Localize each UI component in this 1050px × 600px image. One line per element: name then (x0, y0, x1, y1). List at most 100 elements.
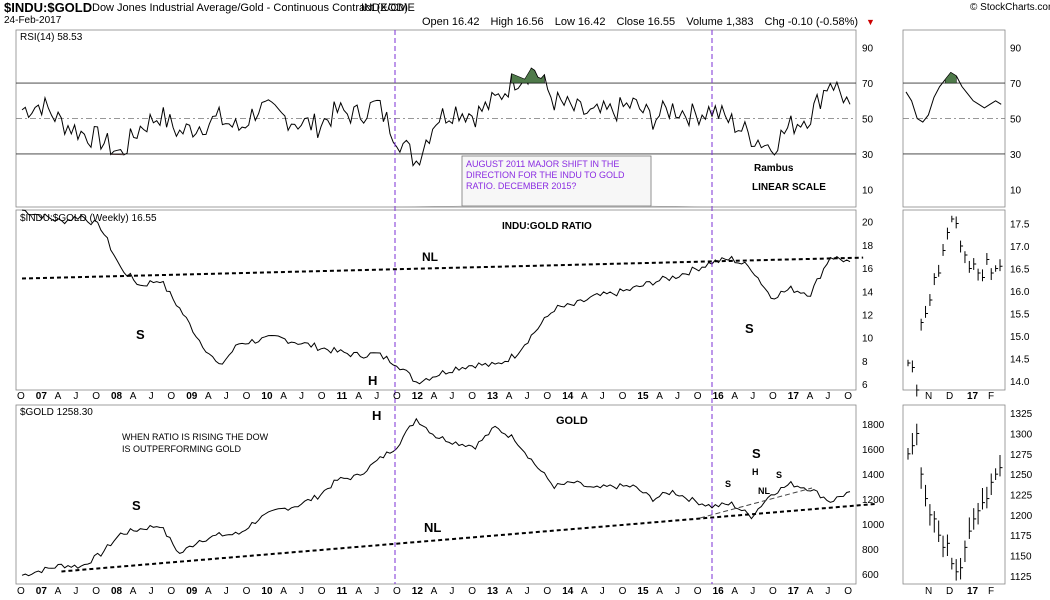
gold-mini-nl: NL (758, 486, 770, 496)
gold-neckline (61, 502, 877, 573)
ratio-nl-label: NL (422, 250, 438, 264)
inset-x-label-row1: F (988, 586, 994, 597)
x-label-row0: J (600, 391, 605, 402)
x-label-row1: J (750, 586, 755, 597)
x-label-row0: J (224, 391, 229, 402)
x-label-row0: A (731, 391, 738, 402)
inset-rsi-ytick: 10 (1010, 185, 1022, 196)
x-label-row0: O (167, 391, 175, 402)
x-label-row0: J (825, 391, 830, 402)
inset-ratio-ytick-tick: 17.5 (1010, 220, 1030, 231)
x-label-row0: J (675, 391, 680, 402)
ratio-ytick-tick: 18 (862, 241, 874, 252)
x-label-row0: 11 (337, 391, 348, 402)
chg-label: Chg (764, 16, 785, 28)
gold-ytick-tick: 1200 (862, 495, 885, 506)
inset-frame-2 (902, 404, 1006, 585)
gold-label: $GOLD 1258.30 (20, 407, 93, 418)
x-label-row0: A (807, 391, 814, 402)
gold-ytick-tick: 1400 (862, 470, 885, 481)
inset-gold-ytick-tick: 1325 (1010, 409, 1033, 420)
x-label-row1: J (374, 586, 379, 597)
chg-value: -0.10 (-0.58%) (787, 16, 859, 28)
x-label-row1: A (355, 586, 362, 597)
x-label-row1: O (167, 586, 175, 597)
rsi-ytick-tick: 90 (862, 44, 874, 55)
inset-ratio-ytick-tick: 16.5 (1010, 265, 1030, 276)
x-label-row0: 16 (713, 391, 725, 402)
x-label-row1: J (825, 586, 830, 597)
x-label-row0: 07 (36, 391, 48, 402)
ohlc-readout: Open 16.42 High 16.56 Low 16.42 Close 16.55 … (422, 16, 883, 28)
gold-mini-s1: S (725, 479, 731, 489)
x-label-row1: 09 (186, 586, 198, 597)
x-label-row0: J (73, 391, 78, 402)
gold-note: WHEN RATIO IS RISING THE DOW (122, 432, 269, 442)
inset-gold-ytick-tick: 1225 (1010, 491, 1033, 502)
ratio-ytick-tick: 6 (862, 380, 868, 391)
panel-frame-1 (15, 209, 857, 391)
callout-box (461, 155, 652, 207)
rsi-ytick-tick: 10 (862, 185, 874, 196)
callout-text: DIRECTION FOR THE INDU TO GOLD (466, 170, 625, 180)
inset-x-label-row0: 17 (967, 391, 979, 402)
rsi-line (21, 67, 851, 167)
x-label-row0: J (374, 391, 379, 402)
x-label-row1: A (506, 586, 513, 597)
x-label-row1: 15 (637, 586, 649, 597)
x-label-row1: O (619, 586, 627, 597)
x-label-row0: A (431, 391, 438, 402)
down-arrow-icon: ▼ (866, 17, 875, 27)
gold-mini-neckline (699, 487, 813, 519)
inset-rsi-ytick: 90 (1010, 44, 1022, 55)
gold-ytick-tick: 1600 (862, 445, 885, 456)
x-label-row0: A (130, 391, 137, 402)
x-label-row0: O (318, 391, 326, 402)
low-value: 16.42 (577, 16, 606, 28)
gold-left-shoulder: S (132, 498, 141, 513)
ratio-ytick-tick: 12 (862, 311, 874, 322)
x-label-row1: O (468, 586, 476, 597)
x-label-row1: A (280, 586, 287, 597)
ratio-right-shoulder: S (745, 321, 754, 336)
x-label-row1: O (393, 586, 401, 597)
x-label-row0: 14 (562, 391, 574, 402)
gold-mini-h: H (752, 467, 759, 477)
inset-gold-ytick-tick: 1150 (1010, 552, 1032, 563)
x-label-row1: O (844, 586, 852, 597)
x-label-row0: O (543, 391, 551, 402)
rsi-overbought-fill (511, 67, 545, 84)
x-label-row0: O (92, 391, 100, 402)
inset-rsi-fill (944, 72, 957, 84)
x-label-row0: J (149, 391, 154, 402)
inset-x-label-row0: N (925, 391, 932, 402)
rsi-ytick-tick: 50 (862, 115, 874, 126)
x-label-row1: J (525, 586, 530, 597)
series-layer (21, 67, 1003, 581)
rambus-label: Rambus (754, 163, 794, 174)
x-label-row1: 10 (261, 586, 273, 597)
rsi-label: RSI(14) 58.53 (20, 32, 83, 43)
chart-exchange: INDX/CME (361, 2, 415, 14)
inset-ratio-ytick-tick: 14.0 (1010, 377, 1030, 388)
x-label-row1: J (600, 586, 605, 597)
gold-ytick-tick: 1000 (862, 520, 885, 531)
open-label: Open (422, 16, 449, 28)
ratio-ytick-tick: 14 (862, 287, 874, 298)
x-label-row0: A (656, 391, 663, 402)
gold-ytick-tick: 1800 (862, 420, 885, 431)
x-label-row1: J (149, 586, 154, 597)
inset-gold-ytick-tick: 1300 (1010, 429, 1033, 440)
x-label-row0: 15 (637, 391, 649, 402)
x-label-row0: O (243, 391, 251, 402)
chart-symbol: $INDU:$GOLD (4, 0, 93, 15)
x-label-row0: O (769, 391, 777, 402)
inset-ratio-ytick-tick: 15.5 (1010, 310, 1030, 321)
x-label-row1: 07 (36, 586, 48, 597)
x-label-row1: 08 (111, 586, 123, 597)
high-value: 16.56 (516, 16, 544, 28)
x-label-row0: 17 (788, 391, 800, 402)
grid-lines (16, 82, 1005, 155)
x-label-row1: J (73, 586, 78, 597)
x-label-row1: A (431, 586, 438, 597)
